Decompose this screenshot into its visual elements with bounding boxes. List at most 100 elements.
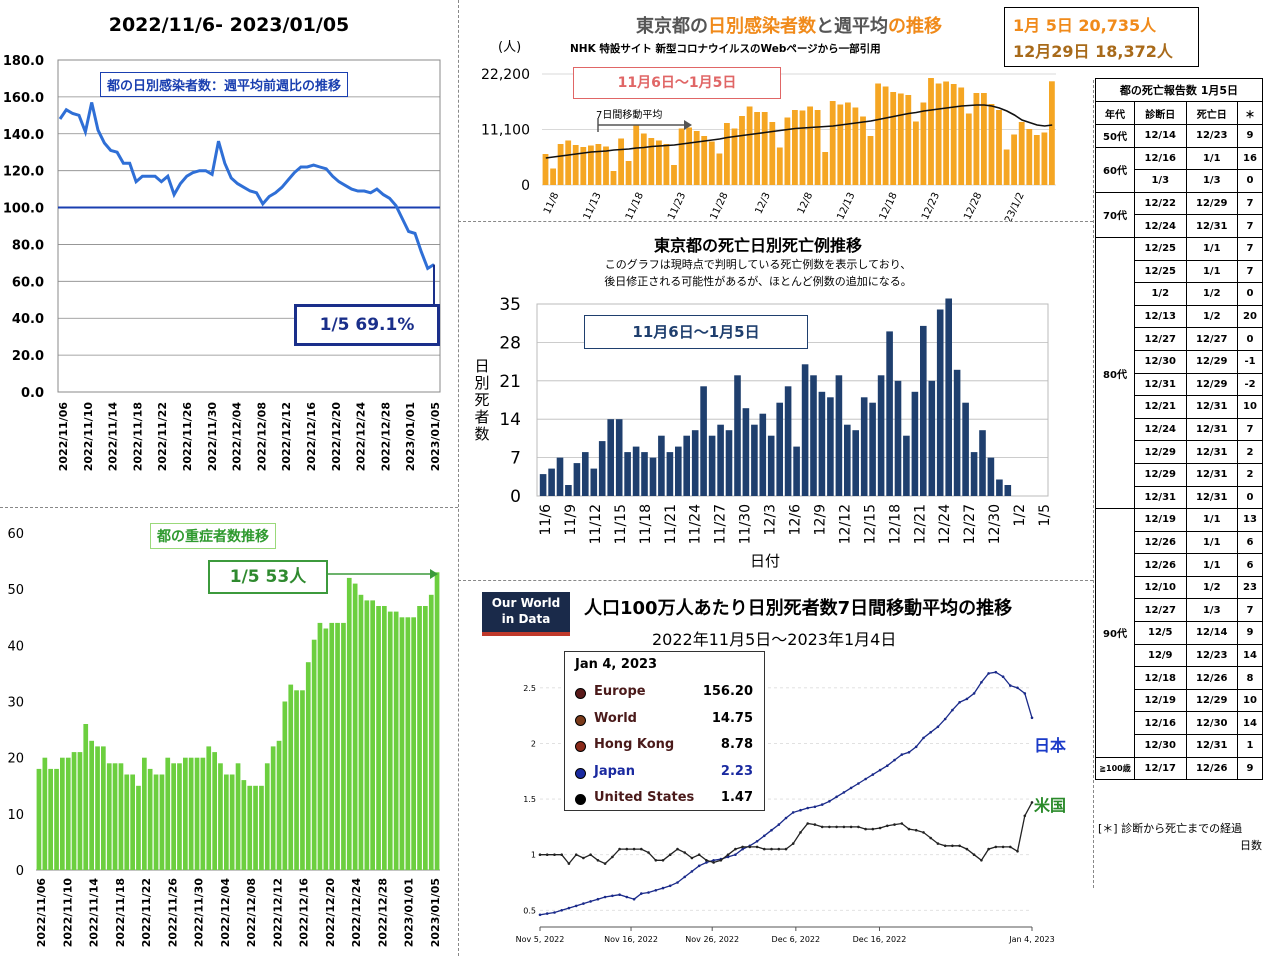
death-table-elapsed-days: 14 — [1237, 643, 1263, 668]
deaths-bar — [725, 430, 733, 496]
severe-x-tick: 2022/12/16 — [298, 878, 311, 948]
owid-point — [712, 859, 715, 862]
severe-y-tick: 0 — [16, 864, 24, 879]
owid-x-tick: Nov 26, 2022 — [685, 935, 739, 944]
severe-bar — [136, 785, 141, 871]
death-table-elapsed-days: 7 — [1237, 598, 1263, 623]
death-table-diagnosis-date: 12/17 — [1134, 756, 1187, 781]
cases-bar — [1018, 122, 1025, 185]
owid-point — [828, 825, 831, 829]
severe-bar — [165, 757, 171, 870]
cases-ma-label: 7日間移動平均 — [596, 110, 663, 121]
severe-bar — [253, 785, 258, 871]
severe-bar — [48, 768, 53, 870]
death-table-row: 70代 12/22 12/29 7 — [1095, 191, 1263, 238]
severe-bar — [188, 757, 194, 870]
severe-bar — [153, 774, 159, 870]
owid-point — [625, 895, 629, 899]
owid-point — [719, 859, 723, 862]
cases-bar — [716, 153, 723, 185]
deaths-bar — [691, 430, 699, 496]
owid-point — [907, 751, 911, 754]
severe-x-tick: 2022/12/20 — [324, 878, 337, 948]
death-table-row: 60代 12/16 1/1 16 — [1095, 146, 1263, 193]
owid-point — [603, 862, 607, 865]
owid-point — [994, 845, 998, 849]
death-table-elapsed-days: 9 — [1237, 124, 1263, 148]
cases-bar — [890, 92, 897, 185]
deaths-bar — [776, 402, 783, 496]
deaths-bar — [793, 446, 800, 496]
severe-bar — [194, 757, 200, 870]
death-table-diagnosis-date: 12/30 — [1134, 349, 1187, 374]
deaths-bar — [666, 452, 674, 496]
death-table-row: 12/29 12/31 2 — [1096, 440, 1263, 464]
owid-point — [582, 856, 585, 860]
ratio-y-tick: 120.0 — [3, 165, 44, 180]
owid-point — [987, 672, 990, 675]
deaths-bar — [818, 391, 826, 496]
cases-x-tick: 11/28 — [708, 191, 730, 221]
deaths-bar — [632, 446, 640, 496]
cases-bar — [572, 145, 579, 185]
deaths-bar — [953, 369, 961, 496]
cases-summary-latest: 1月 5日 20,735人 — [1013, 16, 1157, 35]
owid-legend-name: United States — [594, 790, 695, 805]
death-table-elapsed-days: 2 — [1237, 462, 1263, 487]
death-table-diagnosis-date: 12/5 — [1134, 621, 1187, 645]
ratio-y-tick: 40.0 — [12, 312, 44, 327]
cases-bar — [950, 84, 957, 185]
death-table-death-date: 1/1 — [1185, 236, 1238, 261]
severe-x-tick: 2022/11/26 — [166, 878, 179, 948]
severe-bar — [112, 763, 118, 870]
owid-legend-value: 8.78 — [720, 737, 753, 752]
severe-bar — [423, 606, 428, 870]
cases-title-part3: と — [816, 16, 834, 37]
severe-bar — [417, 606, 422, 870]
death-table-elapsed-days: 9 — [1237, 756, 1263, 781]
severe-bar — [434, 572, 440, 870]
deaths-bar — [911, 391, 919, 496]
owid-point — [791, 811, 795, 814]
owid-point — [1001, 675, 1005, 678]
severe-bar — [77, 752, 83, 870]
death-table-header-diagnosis: 診断日 — [1134, 101, 1187, 125]
death-table-row: 12/19 12/29 10 — [1096, 688, 1263, 713]
deaths-bar — [928, 380, 936, 496]
death-table-footnote-2: 日数 — [1240, 839, 1262, 852]
death-table-elapsed-days: 7 — [1237, 191, 1263, 216]
deaths-ylabel-char: 死 — [474, 391, 490, 409]
ratio-y-tick: 140.0 — [3, 128, 44, 143]
deaths-bar — [767, 435, 775, 496]
severe-bar — [71, 752, 77, 870]
cases-bar — [633, 125, 640, 185]
death-table-elapsed-days: -1 — [1237, 349, 1263, 374]
severe-bar — [317, 622, 323, 870]
severe-bar — [65, 757, 71, 870]
owid-legend-name: Europe — [594, 684, 646, 699]
owid-point — [676, 847, 679, 851]
severe-bar — [142, 757, 147, 870]
deaths-x-tick: 11/21 — [663, 504, 679, 544]
cases-bar — [588, 145, 594, 185]
deaths-x-tick: 12/30 — [987, 504, 1003, 544]
divider-center-lower — [458, 580, 1093, 581]
owid-point — [784, 847, 788, 851]
severe-bar — [89, 740, 94, 870]
owid-point — [806, 806, 809, 810]
severe-x-tick: 2023/01/05 — [429, 878, 442, 947]
cases-x-tick: 12/13 — [835, 191, 857, 221]
cases-bar — [731, 128, 738, 185]
deaths-x-tick: 12/21 — [912, 504, 928, 544]
owid-point — [567, 906, 571, 910]
severe-title: 都の重症者数推移 — [150, 523, 276, 549]
cases-bar — [625, 161, 632, 185]
death-table-elapsed-days: 7 — [1237, 417, 1263, 442]
deaths-bar — [649, 457, 657, 496]
owid-legend-value: 2.23 — [720, 763, 753, 779]
death-table-elapsed-days: 20 — [1237, 304, 1263, 329]
cases-x-tick: 11/13 — [582, 191, 604, 221]
cases-x-tick: 12/3 — [753, 191, 772, 216]
death-table-row: 12/30 12/31 1 — [1096, 734, 1263, 758]
deaths-bar — [801, 364, 809, 496]
